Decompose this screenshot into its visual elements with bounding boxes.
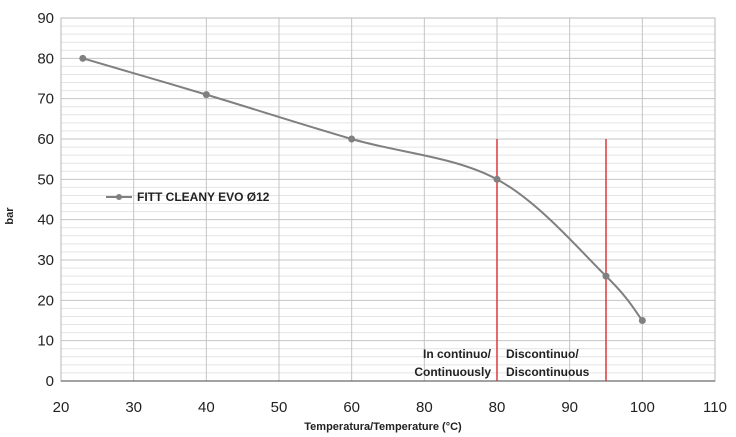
- x-axis-tick-labels: 20 30 40 50 60 80 80 90 100 110: [53, 399, 727, 416]
- data-point: [348, 135, 356, 143]
- annotation-discontinuous-line-2: Discontinuous: [506, 365, 590, 379]
- legend-entry: FITT CLEANY EVO Ø12: [137, 190, 270, 204]
- x-tick-label: 80: [416, 399, 433, 416]
- series-line: [82, 57, 644, 322]
- legend-marker: [116, 194, 122, 200]
- annotations: In continuo/ Continuously Discontinuo/ D…: [414, 347, 589, 379]
- y-axis-label: bar: [4, 207, 16, 225]
- data-point: [602, 272, 610, 280]
- annotation-continuous-line-1: In continuo/: [423, 347, 492, 361]
- data-point: [202, 91, 210, 99]
- annotation-continuous-line-2: Continuously: [414, 365, 491, 379]
- y-tick-label: 40: [37, 212, 54, 229]
- data-point: [493, 175, 501, 183]
- y-tick-label: 30: [37, 252, 54, 269]
- legend: FITT CLEANY EVO Ø12: [106, 190, 270, 204]
- y-tick-label: 20: [37, 292, 54, 309]
- x-tick-label: 80: [489, 399, 506, 416]
- y-tick-label: 60: [37, 131, 54, 148]
- y-tick-label: 10: [37, 333, 54, 350]
- x-tick-label: 90: [561, 399, 578, 416]
- data-point: [638, 317, 646, 324]
- y-tick-label: 90: [37, 10, 54, 27]
- x-axis-label: Temperatura/Temperature (°C): [304, 421, 462, 433]
- annotation-discontinuous-line-1: Discontinuo/: [506, 347, 579, 361]
- x-tick-label: 60: [343, 399, 360, 416]
- x-tick-label: 40: [198, 399, 215, 416]
- x-tick-label: 50: [271, 399, 288, 416]
- y-tick-label: 80: [37, 50, 54, 67]
- y-tick-label: 0: [46, 373, 54, 390]
- x-tick-label: 100: [630, 399, 655, 416]
- x-tick-label: 110: [703, 399, 727, 416]
- x-tick-label: 20: [53, 399, 70, 416]
- y-tick-label: 70: [37, 91, 54, 108]
- y-axis-tick-labels: 0 10 20 30 40 50 60 70 80 90: [37, 10, 54, 390]
- y-tick-label: 50: [37, 171, 54, 188]
- series-layer: [79, 54, 646, 324]
- data-point: [79, 54, 87, 62]
- x-tick-label: 30: [125, 399, 142, 416]
